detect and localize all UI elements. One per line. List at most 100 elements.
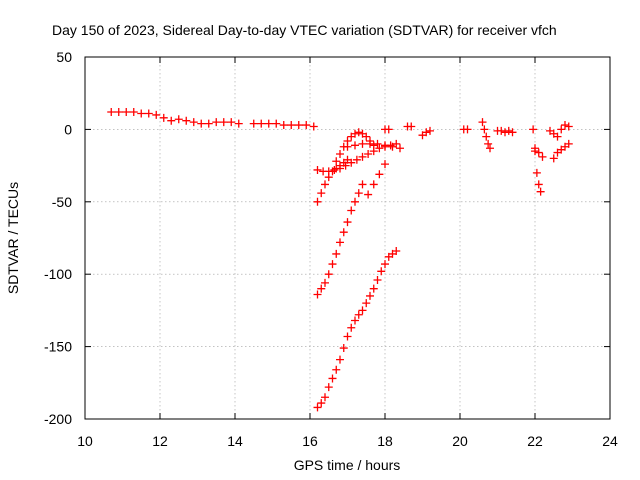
data-point [463,125,472,134]
chart-title: Day 150 of 2023, Sidereal Day-to-day VTE… [52,22,557,38]
data-point [122,108,131,117]
data-point [336,355,344,364]
data-point [508,128,517,137]
data-point [422,128,431,137]
data-point [317,399,326,408]
data-point [159,113,168,122]
series-arc-f [358,247,401,315]
y-tick-label: 0 [64,121,72,137]
series-arc-e [313,310,363,412]
data-point [381,141,389,150]
data-point [330,165,339,174]
data-point [396,144,404,153]
data-point [384,125,393,134]
data-point [174,115,183,124]
data-point [534,148,543,157]
x-tick-label: 24 [602,433,618,449]
data-point [407,122,416,131]
data-point [339,344,348,353]
data-point [373,275,382,284]
data-point [317,284,326,293]
data-point [531,144,539,153]
data-point [381,260,389,269]
data-point [324,270,333,279]
x-axis-label: GPS time / hours [294,457,401,473]
data-point [358,152,367,161]
data-point [564,122,573,131]
data-point [358,139,367,148]
data-point [332,249,341,258]
data-point [352,155,361,164]
series-arc-b [174,115,213,128]
y-tick-label: -200 [44,411,72,427]
data-point [332,365,341,374]
data-point [351,316,359,325]
data-point [482,132,491,141]
data-point [366,291,374,300]
data-point [328,260,337,269]
data-point [377,267,386,276]
series-arc-d [249,119,318,131]
data-point [264,119,273,128]
data-point [324,383,333,392]
series-arc-v [549,139,573,163]
series-arc-m [381,125,393,134]
data-point [358,306,367,315]
data-point [287,121,296,130]
data-point [313,290,322,299]
data-point [227,118,236,127]
data-point [317,189,326,198]
y-tick-label: -150 [44,339,72,355]
x-tick-label: 16 [302,433,318,449]
data-point [501,128,509,137]
data-point [351,197,359,206]
data-point [107,108,116,117]
data-point [364,190,373,199]
data-point [313,197,322,206]
plot-frame [84,56,611,420]
data-point [351,141,359,150]
data-point [564,139,573,148]
data-point [219,118,228,127]
data-point [358,180,367,189]
data-point [257,119,266,128]
data-point [480,125,489,134]
data-point [343,218,352,227]
x-tick-label: 14 [227,433,243,449]
data-point [336,150,344,159]
axis-ticks: 10 12 14 16 18 20 22 24 -200 -150 -100 -50 0 50 [44,49,618,449]
data-point [279,121,288,130]
data-point [313,403,322,412]
data-point [328,374,337,383]
data-point [504,126,513,135]
data-point [182,116,191,125]
data-point [381,160,389,169]
series-arc-u [546,121,573,141]
x-tick-label: 22 [527,433,543,449]
data-point [388,142,397,151]
data-point [309,122,318,131]
data-point [343,332,352,341]
data-point [549,154,558,163]
data-point [557,125,566,134]
x-tick-label: 12 [152,433,168,449]
data-point [532,168,541,177]
data-point [343,142,352,151]
data-point [364,150,373,159]
y-tick-label: -100 [44,266,72,282]
data-point [536,187,545,196]
data-point [302,121,311,130]
data-point [366,139,374,148]
data-point [144,109,153,118]
data-point [534,180,543,189]
y-tick-label: 50 [56,49,72,65]
series-arc-c [212,118,243,128]
series-arc-t [531,144,547,161]
data-point [486,144,494,153]
series-arc-n [403,122,416,131]
data-point [129,108,138,117]
data-point [336,238,344,247]
series-arc-o [418,126,434,140]
data-point [484,139,493,148]
data-point [294,121,303,130]
